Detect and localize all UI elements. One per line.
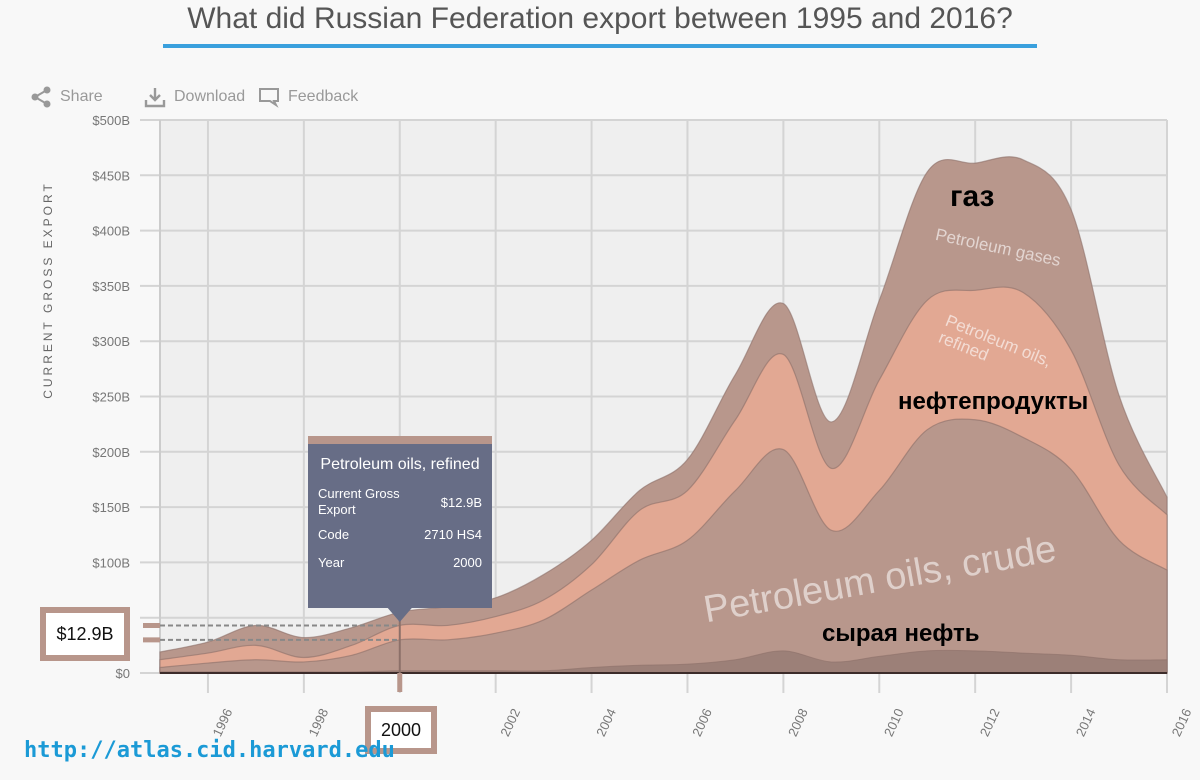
annotation-refined-ru: нефтепродукты xyxy=(898,388,1089,415)
tooltip-value: 2710 HS4 xyxy=(424,526,482,542)
y-tick-label: $250B xyxy=(92,390,130,405)
tooltip-label: Year xyxy=(318,554,345,570)
x-tick-label: 2014 xyxy=(1073,706,1099,739)
y-tick-label: $0 xyxy=(116,666,130,681)
x-tick-label: 1996 xyxy=(210,706,236,739)
download-button[interactable]: Download xyxy=(144,86,245,108)
download-label: Download xyxy=(174,88,246,105)
y-tick-label: $200B xyxy=(92,445,130,460)
x-tick-label: 2012 xyxy=(977,706,1003,739)
share-button[interactable]: Share xyxy=(30,86,103,108)
x-tick-label: 2016 xyxy=(1169,706,1195,739)
x-tick-label: 1998 xyxy=(305,706,331,739)
share-label: Share xyxy=(60,88,103,105)
feedback-label: Feedback xyxy=(288,88,359,105)
tooltip-label: Current Gross Export xyxy=(318,486,400,517)
area-crude xyxy=(159,418,1168,674)
tooltip: Petroleum oils, refined Current Gross Ex… xyxy=(308,436,492,608)
y-tick-label: $150B xyxy=(92,500,130,515)
tooltip-title: Petroleum oils, refined xyxy=(320,456,480,473)
x-tick-label: 2004 xyxy=(593,706,619,739)
y-tick-label: $350B xyxy=(92,279,130,294)
y-tick-label: $450B xyxy=(92,168,130,183)
y-tick-label: $400B xyxy=(92,224,130,239)
share-icon xyxy=(31,86,51,108)
tooltip-value: 2000 xyxy=(453,554,482,570)
x-tick-label: 2008 xyxy=(785,706,811,739)
feedback-button[interactable]: Feedback xyxy=(258,86,358,108)
feedback-icon xyxy=(259,88,279,108)
y-tick-label: $100B xyxy=(92,555,130,570)
tooltip-label: Code xyxy=(318,526,350,542)
tooltip-pointer xyxy=(387,608,412,622)
x-tick-label: 2006 xyxy=(689,706,715,739)
y-tick-label: $500B xyxy=(92,113,130,128)
hover-year-box: 2000 xyxy=(365,706,437,754)
annotation-gas-ru: газ xyxy=(950,180,995,213)
tooltip-value: $12.9B xyxy=(440,494,482,510)
hover-value-box: $12.9B xyxy=(40,607,130,661)
x-tick-label: 2002 xyxy=(497,706,523,739)
y-tick-label: $300B xyxy=(92,334,130,349)
x-tick-label: 2010 xyxy=(881,706,907,739)
page-title: What did Russian Federation export betwe… xyxy=(187,2,1013,35)
title-underline xyxy=(163,44,1037,48)
source-url[interactable]: http://atlas.cid.harvard.edu xyxy=(24,738,395,763)
download-icon xyxy=(144,88,166,108)
area-other xyxy=(159,649,1168,674)
annotation-crude-ru: сырая нефть xyxy=(822,620,980,647)
